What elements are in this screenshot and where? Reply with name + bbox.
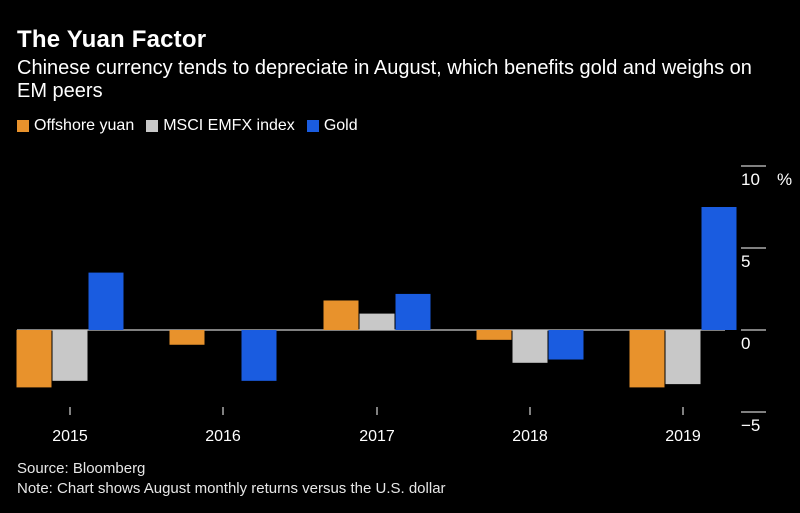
legend-label-offshore-yuan: Offshore yuan bbox=[34, 117, 135, 134]
legend-item-offshore-yuan: Offshore yuan bbox=[17, 117, 134, 135]
x-tick-label-2018: 2018 bbox=[512, 428, 548, 445]
legend: Offshore yuan MSCI EMFX index Gold bbox=[17, 117, 370, 135]
bar-msci-emfx-index-2019 bbox=[665, 330, 701, 385]
bar-offshore-yuan-2015 bbox=[16, 330, 52, 388]
legend-label-gold: Gold bbox=[323, 117, 358, 134]
y-tick-label--5: −5 bbox=[741, 416, 760, 435]
chart-subtitle: Chinese currency tends to depreciate in … bbox=[17, 57, 752, 102]
bar-gold-2017 bbox=[395, 293, 431, 330]
bar-msci-emfx-index-2017 bbox=[359, 313, 395, 330]
bar-gold-2016 bbox=[241, 330, 277, 381]
y-tick-label-10: 10 bbox=[741, 170, 760, 189]
x-tick-label-2019: 2019 bbox=[665, 428, 701, 445]
bar-offshore-yuan-2018 bbox=[476, 330, 512, 340]
footnote: Note: Chart shows August monthly returns… bbox=[17, 480, 446, 497]
bar-msci-emfx-index-2015 bbox=[52, 330, 88, 381]
y-tick-label-5: 5 bbox=[741, 252, 750, 271]
chart-title: The Yuan Factor bbox=[17, 26, 207, 53]
bar-offshore-yuan-2016 bbox=[169, 330, 205, 345]
y-tick-label-0: 0 bbox=[741, 334, 750, 353]
bar-offshore-yuan-2019 bbox=[629, 330, 665, 388]
legend-swatch-offshore-yuan bbox=[17, 120, 29, 132]
bar-gold-2018 bbox=[548, 330, 584, 360]
x-tick-label-2016: 2016 bbox=[205, 428, 241, 445]
y-unit-label: % bbox=[777, 170, 792, 189]
legend-item-msci-emfx: MSCI EMFX index bbox=[146, 117, 295, 135]
legend-item-gold: Gold bbox=[306, 117, 358, 135]
bar-msci-emfx-index-2018 bbox=[512, 330, 548, 363]
legend-label-msci-emfx: MSCI EMFX index bbox=[163, 117, 295, 134]
x-tick-label-2015: 2015 bbox=[52, 428, 88, 445]
legend-swatch-msci-emfx bbox=[146, 120, 159, 132]
x-tick-label-2017: 2017 bbox=[359, 428, 395, 445]
bar-offshore-yuan-2017 bbox=[323, 300, 359, 330]
bar-gold-2019 bbox=[701, 207, 737, 330]
source-note: Source: Bloomberg bbox=[17, 460, 146, 477]
legend-swatch-gold bbox=[306, 120, 319, 132]
bar-gold-2015 bbox=[88, 272, 124, 330]
